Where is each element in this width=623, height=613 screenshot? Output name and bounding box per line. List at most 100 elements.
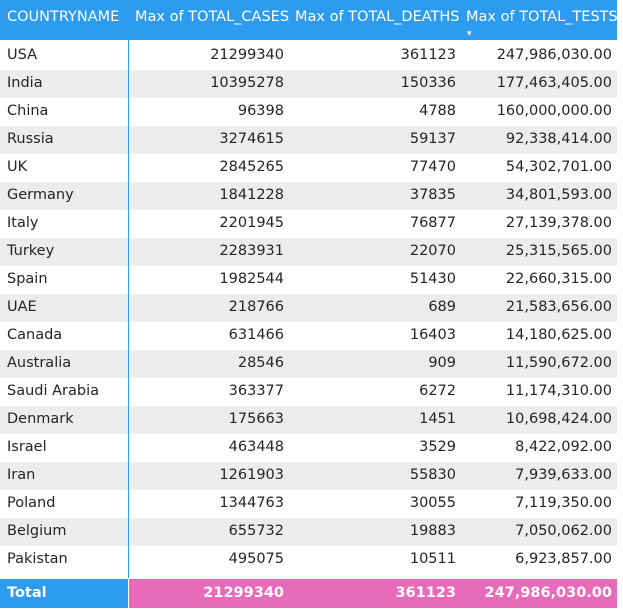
country-cell: Australia [7,355,72,371]
table-row[interactable]: India 10395278 150336 177,463,405.00 [0,70,617,98]
country-cell: China [7,103,49,119]
table-row[interactable]: USA 21299340 361123 247,986,030.00 [0,42,617,70]
table-row[interactable]: Israel 463448 3529 8,422,092.00 [0,434,617,462]
total-cases-cell: 1982544 [219,271,284,287]
total-cases-cell: 1841228 [219,187,284,203]
total-tests-cell: 92,338,414.00 [505,131,612,147]
total-deaths-cell: 30055 [409,495,456,511]
column-header-countryname[interactable]: COUNTRYNAME [7,9,120,25]
table-row[interactable]: Germany 1841228 37835 34,801,593.00 [0,182,617,210]
total-tests-cell: 10,698,424.00 [505,411,612,427]
total-tests-cell: 25,315,565.00 [505,243,612,259]
total-deaths-cell: 361123 [400,47,456,63]
table-row[interactable]: Australia 28546 909 11,590,672.00 [0,350,617,378]
total-deaths-cell: 55830 [409,467,456,483]
country-cell: Canada [7,327,63,343]
total-deaths-cell: 909 [428,355,456,371]
total-cases-cell: 3274615 [219,131,284,147]
total-tests-cell: 6,923,857.00 [515,551,612,567]
table-row[interactable]: Canada 631466 16403 14,180,625.00 [0,322,617,350]
country-cell: Russia [7,131,54,147]
table-row[interactable]: Iran 1261903 55830 7,939,633.00 [0,462,617,490]
country-cell: Pakistan [7,551,68,567]
total-deaths-cell: 51430 [409,271,456,287]
total-label: Total [7,585,47,601]
column-header-total-tests[interactable]: Max of TOTAL_TESTS [466,9,618,25]
total-cases-cell: 2845265 [219,159,284,175]
country-cell: Belgium [7,523,67,539]
total-tests-cell: 22,660,315.00 [505,271,612,287]
total-tests-cell: 7,939,633.00 [515,467,612,483]
total-deaths-cell: 59137 [409,131,456,147]
table-row[interactable]: China 96398 4788 160,000,000.00 [0,98,617,126]
total-label-cell [0,579,128,608]
sort-descending-icon[interactable]: ▾ [467,29,472,39]
total-deaths-cell: 150336 [400,75,456,91]
total-tests-cell: 7,050,062.00 [515,523,612,539]
total-tests-cell: 21,583,656.00 [505,299,612,315]
total-tests-cell: 54,302,701.00 [505,159,612,175]
table-row[interactable]: Saudi Arabia 363377 6272 11,174,310.00 [0,378,617,406]
column-header-total-cases[interactable]: Max of TOTAL_CASES [135,9,290,25]
table-row[interactable]: UAE 218766 689 21,583,656.00 [0,294,617,322]
total-tests-cell: 14,180,625.00 [505,327,612,343]
total-deaths-cell: 76877 [409,215,456,231]
country-cell: Denmark [7,411,74,427]
total-cases-cell: 21299340 [210,47,284,63]
country-cell: Saudi Arabia [7,383,100,399]
country-cell: Spain [7,271,48,287]
total-deaths-cell: 22070 [409,243,456,259]
table-row[interactable]: Italy 2201945 76877 27,139,378.00 [0,210,617,238]
total-cases-cell: 175663 [228,411,284,427]
country-cell: UAE [7,299,37,315]
total-tests: 247,986,030.00 [484,585,612,601]
total-cases-cell: 218766 [228,299,284,315]
country-cell: Germany [7,187,74,203]
country-cell: Italy [7,215,39,231]
table-row[interactable]: Belgium 655732 19883 7,050,062.00 [0,518,617,546]
total-cases-cell: 28546 [237,355,284,371]
total-deaths-cell: 16403 [409,327,456,343]
country-cell: USA [7,47,38,63]
total-deaths-cell: 3529 [419,439,456,455]
total-tests-cell: 8,422,092.00 [515,439,612,455]
total-tests-cell: 7,119,350.00 [515,495,612,511]
country-cell: Poland [7,495,56,511]
country-cell: Israel [7,439,47,455]
total-tests-cell: 160,000,000.00 [496,103,612,119]
total-cases-cell: 2283931 [219,243,284,259]
table-row[interactable]: Russia 3274615 59137 92,338,414.00 [0,126,617,154]
table-row[interactable]: Poland 1344763 30055 7,119,350.00 [0,490,617,518]
table-row[interactable]: UK 2845265 77470 54,302,701.00 [0,154,617,182]
total-cases-cell: 10395278 [210,75,284,91]
total-cases-cell: 1261903 [219,467,284,483]
country-cell: Turkey [7,243,55,259]
country-cell: UK [7,159,28,175]
total-tests-cell: 177,463,405.00 [496,75,612,91]
total-cases: 21299340 [203,585,284,601]
table-row[interactable]: Spain 1982544 51430 22,660,315.00 [0,266,617,294]
total-tests-cell: 247,986,030.00 [496,47,612,63]
total-deaths-cell: 77470 [409,159,456,175]
column-divider [128,40,129,578]
column-header-total-deaths[interactable]: Max of TOTAL_DEATHS [295,9,460,25]
table-body: USA 21299340 361123 247,986,030.00 India 1039… [0,42,617,574]
total-cases-cell: 96398 [237,103,284,119]
total-tests-cell: 34,801,593.00 [505,187,612,203]
table-row[interactable]: Turkey 2283931 22070 25,315,565.00 [0,238,617,266]
total-deaths: 361123 [395,585,456,601]
total-cases-cell: 2201945 [219,215,284,231]
table-row[interactable]: Pakistan 495075 10511 6,923,857.00 [0,546,617,574]
country-cell: India [7,75,43,91]
table-header: COUNTRYNAME Max of TOTAL_CASES Max of TO… [0,0,618,40]
total-deaths-cell: 19883 [409,523,456,539]
total-tests-cell: 11,590,672.00 [505,355,612,371]
total-cases-cell: 463448 [228,439,284,455]
country-cell: Iran [7,467,36,483]
table-row[interactable]: Denmark 175663 1451 10,698,424.00 [0,406,617,434]
total-deaths-cell: 6272 [419,383,456,399]
total-cases-cell: 631466 [228,327,284,343]
total-cases-cell: 1344763 [219,495,284,511]
total-deaths-cell: 10511 [409,551,456,567]
